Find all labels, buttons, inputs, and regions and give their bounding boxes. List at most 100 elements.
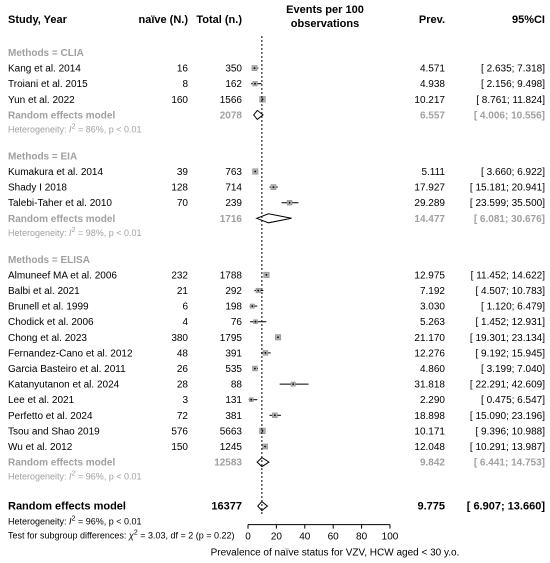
study-ci: [ 8.761; 11.824] (476, 95, 545, 106)
point-estimate (277, 336, 279, 339)
study-total: 535 (225, 364, 242, 375)
overall-ci: [ 6.907; 13.660] (467, 501, 546, 513)
pooled-prev: 6.557 (420, 110, 445, 121)
study-total: 292 (225, 286, 242, 297)
study-total: 763 (225, 167, 242, 178)
study-prev: 29.289 (414, 198, 445, 209)
heterogeneity-text: Heterogeneity: I2 = 96%, p < 0.01 (8, 471, 142, 482)
study-total: 1795 (220, 333, 243, 344)
study-total: 5663 (220, 426, 243, 437)
study-naive: 4 (182, 317, 188, 328)
pooled-total: 2078 (220, 110, 243, 121)
study-name: Lee et al. 2021 (8, 395, 75, 406)
study-total: 381 (225, 411, 242, 422)
study-name: Chong et al. 2023 (8, 333, 87, 344)
study-name: Chodick et al. 2006 (8, 317, 94, 328)
pooled-total: 12583 (214, 458, 242, 469)
pooled-diamond (255, 213, 292, 224)
study-total: 198 (225, 302, 242, 313)
study-naive: 150 (171, 442, 188, 453)
study-ci: [ 2.635; 7.318] (481, 64, 545, 75)
header-events-line2: observations (291, 18, 359, 30)
study-ci: [ 1.452; 12.931] (475, 317, 545, 328)
study-naive: 8 (182, 79, 188, 90)
pooled-label: Random effects model (8, 110, 115, 121)
study-ci: [ 1.120; 6.479] (481, 302, 545, 313)
study-ci: [ 15.090; 23.196] (470, 411, 545, 422)
pooled-total: 1716 (220, 214, 243, 225)
point-estimate (272, 186, 275, 189)
point-estimate (254, 367, 256, 370)
study-name: Almuneef MA et al. 2006 (8, 270, 117, 281)
study-name: Perfetto et al. 2024 (8, 411, 93, 422)
heterogeneity-text: Heterogeneity: I2 = 86%, p < 0.01 (8, 123, 142, 134)
point-estimate (253, 67, 256, 69)
study-prev: 3.030 (420, 302, 445, 313)
study-prev: 12.276 (414, 348, 445, 359)
pooled-ci: [ 6.081; 30.676] (474, 214, 545, 225)
study-name: Katanyutanon et al. 2024 (8, 380, 120, 391)
x-tick-label: 100 (382, 532, 399, 543)
study-total: 350 (225, 64, 242, 75)
study-prev: 5.111 (421, 167, 445, 178)
study-naive: 3 (182, 395, 188, 406)
header-naive: naïve (N.) (138, 14, 188, 26)
study-total: 76 (231, 317, 243, 328)
study-prev: 18.898 (414, 411, 445, 422)
study-prev: 5.263 (420, 317, 445, 328)
study-name: Kumakura et al. 2014 (8, 167, 103, 178)
study-total: 88 (231, 380, 243, 391)
study-prev: 31.818 (414, 380, 445, 391)
header-total: Total (n.) (196, 14, 242, 26)
study-ci: [ 9.396; 10.988] (475, 426, 545, 437)
pooled-prev: 9.842 (420, 458, 445, 469)
study-prev: 12.975 (414, 270, 445, 281)
study-naive: 48 (177, 348, 189, 359)
study-name: Kang et al. 2014 (8, 64, 81, 75)
overall-total: 16377 (211, 501, 242, 513)
study-prev: 4.860 (420, 364, 445, 375)
study-prev: 2.290 (420, 395, 445, 406)
study-naive: 70 (177, 198, 189, 209)
point-estimate (261, 430, 264, 432)
study-name: Yun et al. 2022 (8, 95, 75, 106)
study-ci: [ 9.192; 15.945] (475, 348, 545, 359)
study-naive: 39 (177, 167, 189, 178)
study-prev: 4.938 (420, 79, 445, 90)
study-naive: 576 (171, 426, 188, 437)
study-name: Balbi et al. 2021 (8, 286, 80, 297)
study-name: Wu et al. 2012 (8, 442, 73, 453)
study-ci: [ 0.475; 6.547] (481, 395, 545, 406)
subgroup-title: Methods = ELISA (8, 255, 90, 266)
study-name: Shady I 2018 (8, 183, 67, 194)
study-naive: 21 (177, 286, 189, 297)
study-total: 239 (225, 198, 242, 209)
study-prev: 4.571 (420, 64, 445, 75)
study-ci: [ 11.452; 14.622] (471, 270, 546, 281)
point-estimate (257, 289, 260, 292)
point-estimate (288, 201, 291, 204)
point-estimate (254, 320, 257, 323)
study-prev: 21.170 (414, 333, 445, 344)
point-estimate (273, 414, 276, 417)
pooled-ci: [ 4.006; 10.556] (474, 110, 545, 121)
study-naive: 232 (171, 270, 188, 281)
x-tick-label: 80 (356, 532, 368, 543)
overall-diamond (257, 500, 269, 512)
study-name: Troiani et al. 2015 (8, 79, 88, 90)
pooled-diamond (253, 109, 264, 121)
study-total: 1788 (220, 270, 243, 281)
subgroup-test-text: Test for subgroup differences: χ2 = 3.03… (8, 530, 235, 541)
x-tick-label: 60 (328, 532, 340, 543)
subgroup-title: Methods = CLIA (8, 48, 84, 59)
point-estimate (261, 98, 264, 101)
study-prev: 7.192 (420, 286, 445, 297)
study-naive: 72 (177, 411, 189, 422)
header-study: Study, Year (8, 14, 68, 26)
header-events-line1: Events per 100 (286, 4, 364, 16)
point-estimate (251, 305, 254, 307)
study-ci: [ 23.599; 35.500] (470, 198, 545, 209)
pooled-diamond (256, 456, 270, 468)
study-naive: 128 (171, 183, 188, 194)
study-ci: [ 4.507; 10.783] (475, 286, 545, 297)
